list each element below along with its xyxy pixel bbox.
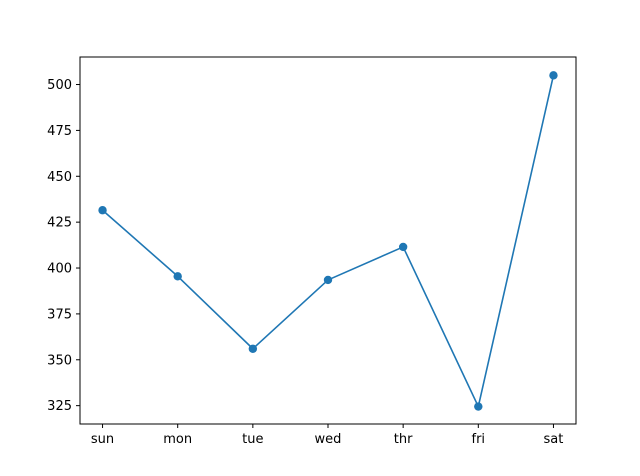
data-point [323,275,333,285]
x-tick-label: fri [472,432,486,447]
series-line [102,75,555,408]
data-point [398,242,408,252]
x-tick-label: thr [394,432,413,447]
x-tick-label: wed [315,432,342,447]
x-axis: sun mon tue wed thr fri sat [91,424,563,447]
y-tick-label: 450 [47,170,72,185]
x-tick-label: mon [163,432,192,447]
y-axis: 325 350 375 400 425 450 475 500 [47,78,80,414]
series-group [98,71,558,411]
y-tick-label: 350 [47,353,72,368]
plot-area-frame [79,56,577,425]
data-point [173,272,182,281]
y-tick-label: 425 [47,216,72,231]
y-tick-label: 325 [47,399,72,414]
data-point [474,402,483,411]
y-tick-label: 375 [47,307,72,322]
x-tick-label: sat [544,432,564,447]
y-tick-label: 475 [47,124,72,139]
y-tick-label: 500 [47,78,72,93]
y-tick-label: 400 [47,262,72,277]
x-tick-label: sun [91,432,114,447]
data-point [98,206,107,215]
x-tick-label: tue [242,432,263,447]
data-point [248,344,258,353]
data-point [549,71,558,80]
